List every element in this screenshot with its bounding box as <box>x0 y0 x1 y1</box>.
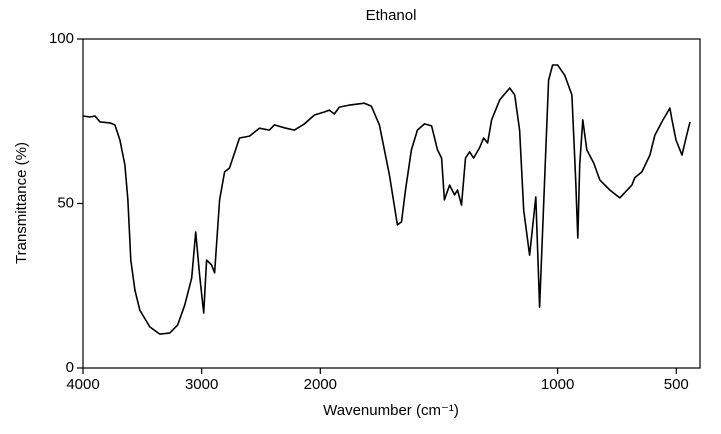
y-tick-label: 0 <box>66 359 74 376</box>
chart-title: Ethanol <box>366 7 417 24</box>
x-tick-label: 3000 <box>185 376 218 393</box>
y-tick-label: 100 <box>49 30 74 47</box>
plot-frame <box>82 38 701 369</box>
x-tick-label: 1000 <box>541 376 574 393</box>
x-tick-label: 4000 <box>66 376 99 393</box>
x-axis-label: Wavenumber (cm⁻¹) <box>323 402 459 419</box>
y-tick-label: 50 <box>57 194 74 211</box>
x-tick-label: 2000 <box>304 376 337 393</box>
spectrum-line <box>82 64 691 335</box>
x-tick-label: 500 <box>664 376 689 393</box>
y-axis-label: Transmittance (%) <box>13 142 30 264</box>
